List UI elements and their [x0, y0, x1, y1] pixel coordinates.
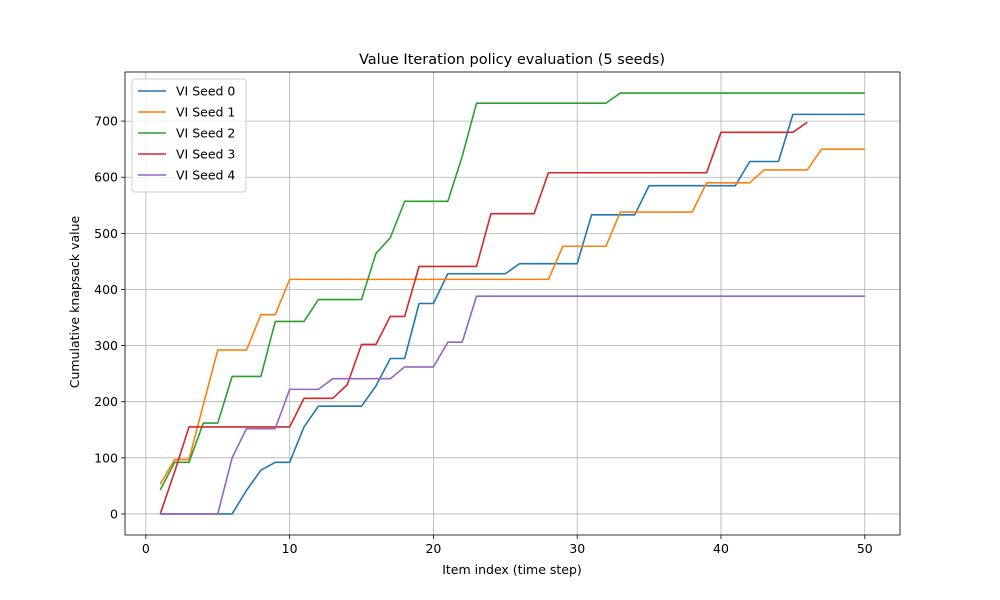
series-line-seed-2	[159, 92, 865, 491]
legend-box	[131, 78, 247, 193]
legend-label: VI Seed 4	[176, 168, 235, 183]
legend-label: VI Seed 1	[176, 105, 235, 120]
y-tick-label: 600	[94, 170, 118, 185]
x-tick-label: 20	[425, 541, 441, 556]
legend-label: VI Seed 2	[176, 126, 235, 141]
y-tick-label: 0	[110, 506, 118, 521]
x-axis-label: Item index (time step)	[442, 562, 582, 577]
x-tick-label: 0	[142, 541, 150, 556]
y-axis-label: Cumulative knapsack value	[67, 215, 82, 388]
x-tick-label: 40	[713, 541, 729, 556]
y-tick-label: 100	[94, 450, 118, 465]
legend-label: VI Seed 0	[176, 84, 235, 99]
y-tick-label: 300	[94, 338, 118, 353]
y-tick-label: 400	[94, 282, 118, 297]
series-line-seed-0	[160, 113, 865, 515]
legend: VI Seed 0 VI Seed 1 VI Seed 2 VI Seed 3 VI S…	[131, 78, 247, 193]
legend-label: VI Seed 3	[176, 147, 235, 162]
chart-title: Value Iteration policy evaluation (5 see…	[359, 52, 665, 68]
series-line-seed-1	[159, 148, 865, 485]
x-tick-label: 10	[282, 541, 298, 556]
y-tick-label: 700	[94, 114, 118, 129]
y-tick-label: 200	[94, 394, 118, 409]
series-line-seed-4	[160, 295, 865, 515]
plot-frame	[124, 71, 901, 536]
series-line-seed-3	[159, 121, 808, 515]
y-tick-label: 500	[94, 226, 118, 241]
x-tick-label: 30	[569, 541, 585, 556]
x-tick-label: 50	[857, 541, 873, 556]
series-lines	[159, 92, 865, 515]
